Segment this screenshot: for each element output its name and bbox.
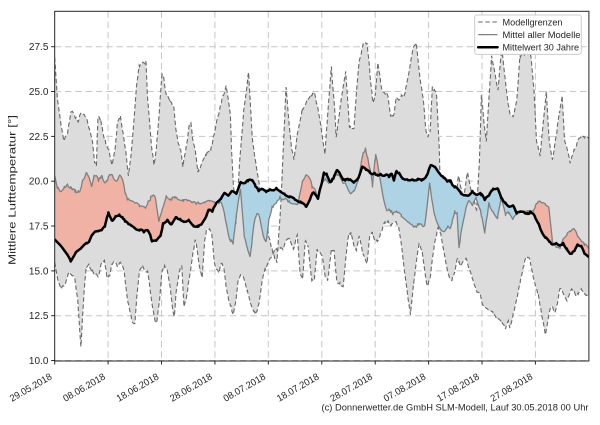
- svg-text:Modellgrenzen: Modellgrenzen: [503, 17, 563, 27]
- svg-text:17.5: 17.5: [29, 222, 49, 233]
- svg-text:Mittel aller Modelle: Mittel aller Modelle: [503, 30, 581, 40]
- svg-text:10.0: 10.0: [29, 356, 49, 367]
- svg-text:25.0: 25.0: [29, 87, 49, 98]
- svg-text:22.5: 22.5: [29, 132, 49, 143]
- svg-text:12.5: 12.5: [29, 311, 49, 322]
- svg-text:15.0: 15.0: [29, 266, 49, 277]
- svg-text:27.5: 27.5: [29, 42, 49, 53]
- svg-text:Mittlere Lufttemperatur [°]: Mittlere Lufttemperatur [°]: [8, 115, 19, 265]
- svg-text:Mittelwert 30 Jahre: Mittelwert 30 Jahre: [503, 43, 580, 53]
- svg-text:(c) Donnerwetter.de GmbH SLM-M: (c) Donnerwetter.de GmbH SLM-Modell, Lau…: [322, 403, 589, 414]
- svg-text:20.0: 20.0: [29, 177, 49, 188]
